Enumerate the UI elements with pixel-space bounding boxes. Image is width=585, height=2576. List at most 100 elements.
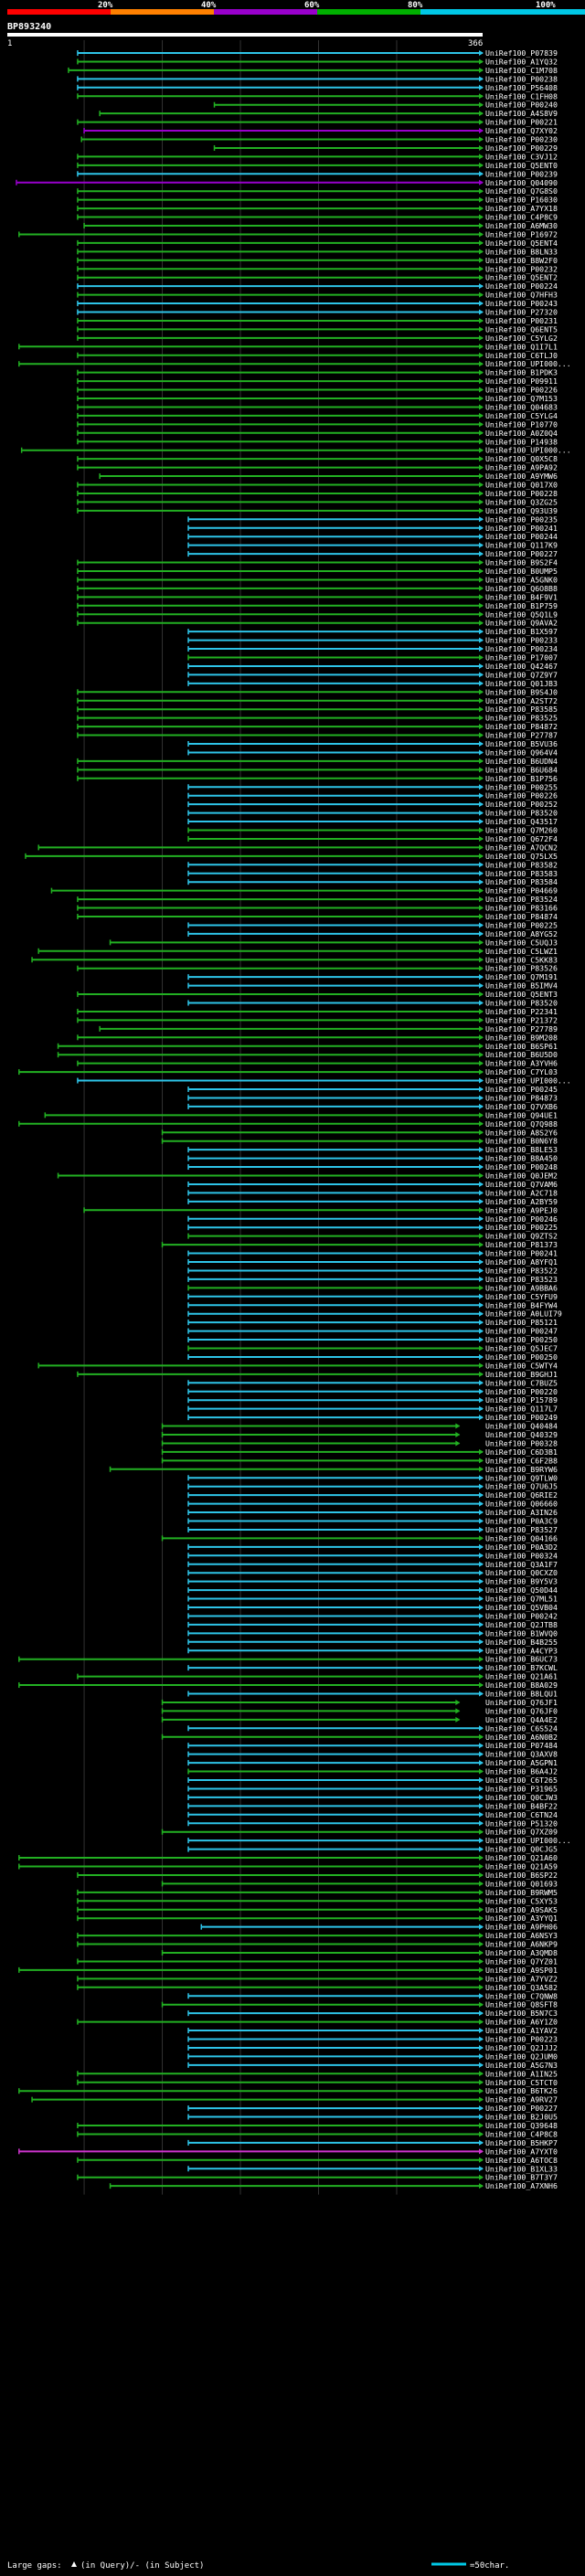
hit-row[interactable]: UniRef100_Q7M260 <box>187 826 558 835</box>
hit-row[interactable]: UniRef100_Q7YZ01 <box>77 1956 558 1966</box>
hit-label[interactable]: UniRef100_Q9ZTS2 <box>485 1232 558 1241</box>
hit-row[interactable]: UniRef100_B9Y5V3 <box>187 1577 558 1586</box>
hit-label[interactable]: UniRef100_P00248 <box>485 1162 558 1171</box>
hit-row[interactable]: UniRef100_P00226 <box>187 791 558 800</box>
hit-row[interactable]: UniRef100_Q6ENT5 <box>77 324 558 334</box>
hit-label[interactable]: UniRef100_B9M208 <box>485 1033 558 1042</box>
hit-label[interactable]: UniRef100_P00239 <box>485 169 558 178</box>
hit-label[interactable]: UniRef100_C1M708 <box>485 66 558 75</box>
hit-label[interactable]: UniRef100_B9RYW6 <box>485 1465 558 1474</box>
hit-row[interactable]: UniRef100_Q40484 <box>161 1422 558 1431</box>
hit-label[interactable]: UniRef100_UPI000... <box>485 359 571 368</box>
hit-label[interactable]: UniRef100_P00235 <box>485 514 558 524</box>
hit-label[interactable]: UniRef100_Q39648 <box>485 2121 558 2130</box>
hit-row[interactable]: UniRef100_B1WVQ0 <box>187 1628 558 1638</box>
hit-label[interactable]: UniRef100_C6TN24 <box>485 1810 558 1819</box>
hit-row[interactable]: UniRef100_P83525 <box>77 714 558 723</box>
hit-row[interactable]: UniRef100_B1XL33 <box>187 2164 558 2173</box>
hit-row[interactable]: UniRef100_A6NSY3 <box>77 1931 558 1940</box>
hit-row[interactable]: UniRef100_P00245 <box>187 1085 558 1094</box>
hit-label[interactable]: UniRef100_C5LWZ1 <box>485 947 558 956</box>
hit-row[interactable]: UniRef100_P00249 <box>187 1413 558 1422</box>
hit-label[interactable]: UniRef100_P81373 <box>485 1240 558 1249</box>
hit-row[interactable]: UniRef100_C5YLG2 <box>77 334 558 343</box>
hit-row[interactable]: UniRef100_B9RYW6 <box>109 1465 558 1474</box>
hit-row[interactable]: UniRef100_B5HKP7 <box>187 2138 558 2147</box>
hit-row[interactable]: UniRef100_Q9TLW0 <box>187 1473 558 1482</box>
hit-row[interactable]: UniRef100_A1YQ32 <box>77 57 558 66</box>
hit-row[interactable]: UniRef100_P00231 <box>77 316 558 325</box>
hit-label[interactable]: UniRef100_A8YG52 <box>485 929 558 938</box>
hit-label[interactable]: UniRef100_B4F9V1 <box>485 592 558 601</box>
hit-row[interactable]: UniRef100_P00250 <box>187 1352 558 1362</box>
hit-row[interactable]: UniRef100_A0Z0Q4 <box>77 429 558 438</box>
hit-label[interactable]: UniRef100_P14938 <box>485 437 558 446</box>
hit-label[interactable]: UniRef100_Q117L7 <box>485 1405 558 1414</box>
hit-label[interactable]: UniRef100_P83583 <box>485 869 558 878</box>
hit-row[interactable]: UniRef100_P00250 <box>187 1335 558 1344</box>
hit-label[interactable]: UniRef100_C6TLJ0 <box>485 351 558 360</box>
hit-label[interactable]: UniRef100_Q7U6J5 <box>485 1482 558 1491</box>
hit-row[interactable]: UniRef100_A6MW30 <box>83 221 558 230</box>
hit-row[interactable]: UniRef100_P00221 <box>77 118 558 127</box>
hit-label[interactable]: UniRef100_A9PH06 <box>485 1923 558 1932</box>
hit-row[interactable]: UniRef100_Q5JEC7 <box>187 1344 558 1353</box>
hit-row[interactable]: UniRef100_P00328 <box>161 1438 558 1447</box>
hit-row[interactable]: UniRef100_Q6RIE2 <box>187 1490 558 1500</box>
hit-label[interactable]: UniRef100_P00224 <box>485 281 558 291</box>
hit-label[interactable]: UniRef100_Q42467 <box>485 662 558 671</box>
hit-row[interactable]: UniRef100_B1P756 <box>77 774 558 783</box>
hit-label[interactable]: UniRef100_P00247 <box>485 1327 558 1336</box>
hit-row[interactable]: UniRef100_A9PEJ0 <box>83 1205 558 1214</box>
hit-label[interactable]: UniRef100_B8LQU1 <box>485 1690 558 1699</box>
hit-label[interactable]: UniRef100_P16030 <box>485 196 558 205</box>
hit-row[interactable]: UniRef100_Q50D44 <box>187 1585 558 1595</box>
hit-row[interactable]: UniRef100_A6Y1Z0 <box>77 2018 558 2027</box>
hit-label[interactable]: UniRef100_Q21A59 <box>485 1862 558 1871</box>
hit-row[interactable]: UniRef100_Q06660 <box>187 1500 558 1509</box>
hit-label[interactable]: UniRef100_Q43517 <box>485 817 558 826</box>
hit-label[interactable]: UniRef100_Q7HFH3 <box>485 291 558 300</box>
hit-row[interactable]: UniRef100_Q0CJG5 <box>187 1845 558 1854</box>
hit-row[interactable]: UniRef100_Q017X0 <box>77 481 558 490</box>
hit-label[interactable]: UniRef100_C6S524 <box>485 1723 558 1733</box>
hit-label[interactable]: UniRef100_Q5ENT0 <box>485 161 558 170</box>
hit-row[interactable]: UniRef100_Q0JEM2 <box>57 1171 558 1181</box>
hit-label[interactable]: UniRef100_P00229 <box>485 143 558 153</box>
hit-row[interactable]: UniRef100_C6D3B1 <box>161 1447 558 1457</box>
hit-row[interactable]: UniRef100_C6S524 <box>187 1723 558 1733</box>
hit-row[interactable]: UniRef100_Q7M191 <box>187 972 558 981</box>
hit-label[interactable]: UniRef100_B5IMV4 <box>485 981 558 991</box>
hit-label[interactable]: UniRef100_Q3AXV8 <box>485 1750 558 1759</box>
hit-row[interactable]: UniRef100_Q117L7 <box>187 1405 558 1414</box>
hit-row[interactable]: UniRef100_Q7G8S0 <box>77 186 558 196</box>
hit-row[interactable]: UniRef100_Q76JF1 <box>161 1698 558 1707</box>
hit-label[interactable]: UniRef100_P27320 <box>485 308 558 317</box>
hit-row[interactable]: UniRef100_Q7VXB6 <box>187 1102 558 1111</box>
hit-label[interactable]: UniRef100_A3YYQ1 <box>485 1913 558 1923</box>
hit-row[interactable]: UniRef100_C1FH08 <box>77 91 558 101</box>
hit-row[interactable]: UniRef100_C6TLJ0 <box>77 351 558 360</box>
hit-label[interactable]: UniRef100_Q6RIE2 <box>485 1490 558 1500</box>
hit-label[interactable]: UniRef100_C7YL03 <box>485 1067 558 1076</box>
hit-label[interactable]: UniRef100_A2C718 <box>485 1188 558 1197</box>
hit-label[interactable]: UniRef100_P00245 <box>485 1085 558 1094</box>
hit-row[interactable]: UniRef100_Q04090 <box>16 178 558 187</box>
hit-row[interactable]: UniRef100_C5LWZ1 <box>37 947 558 956</box>
hit-label[interactable]: UniRef100_A6NSY3 <box>485 1931 558 1940</box>
hit-label[interactable]: UniRef100_C7QNW8 <box>485 1991 558 2000</box>
hit-row[interactable]: UniRef100_Q7U6J5 <box>187 1482 558 1491</box>
hit-label[interactable]: UniRef100_A1YQ32 <box>485 57 558 66</box>
hit-label[interactable]: UniRef100_Q964V4 <box>485 747 558 757</box>
hit-label[interactable]: UniRef100_P00231 <box>485 316 558 325</box>
hit-row[interactable]: UniRef100_B1P759 <box>77 601 558 610</box>
hit-label[interactable]: UniRef100_B6UC73 <box>485 1655 558 1664</box>
hit-row[interactable]: UniRef100_Q94UE1 <box>44 1110 558 1119</box>
hit-row[interactable]: UniRef100_B0UMP5 <box>77 567 558 576</box>
hit-label[interactable]: UniRef100_B5VU36 <box>485 739 558 748</box>
hit-label[interactable]: UniRef100_B9S2F4 <box>485 558 558 567</box>
hit-label[interactable]: UniRef100_A8S2Y6 <box>485 1128 558 1137</box>
hit-label[interactable]: UniRef100_C5YFU9 <box>485 1292 558 1301</box>
hit-label[interactable]: UniRef100_C4P8C9 <box>485 213 558 222</box>
hit-label[interactable]: UniRef100_A3QMD8 <box>485 1948 558 1957</box>
